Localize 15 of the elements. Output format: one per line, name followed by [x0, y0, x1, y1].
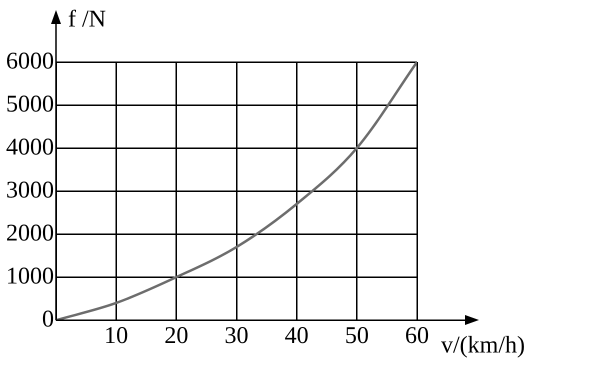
x-tick-label: 40: [284, 322, 309, 349]
x-tick-label: 30: [224, 322, 248, 349]
x-tick-label: 10: [104, 322, 128, 349]
x-tick-label: 50: [344, 322, 369, 349]
y-axis-title: f /N: [68, 6, 106, 32]
y-tick-label: 3000: [6, 177, 54, 204]
x-axis-title: v/(km/h): [441, 332, 525, 358]
y-tick-label: 4000: [6, 134, 54, 160]
y-tick-label: 6000: [6, 48, 54, 74]
y-tick-label: 1000: [6, 263, 54, 290]
y-tick-label: 2000: [6, 220, 54, 246]
x-tick-label: 20: [164, 322, 188, 349]
x-tick-label: 60: [405, 322, 429, 349]
y-tick-label: 0: [42, 306, 54, 332]
y-tick-label: 5000: [6, 91, 54, 118]
